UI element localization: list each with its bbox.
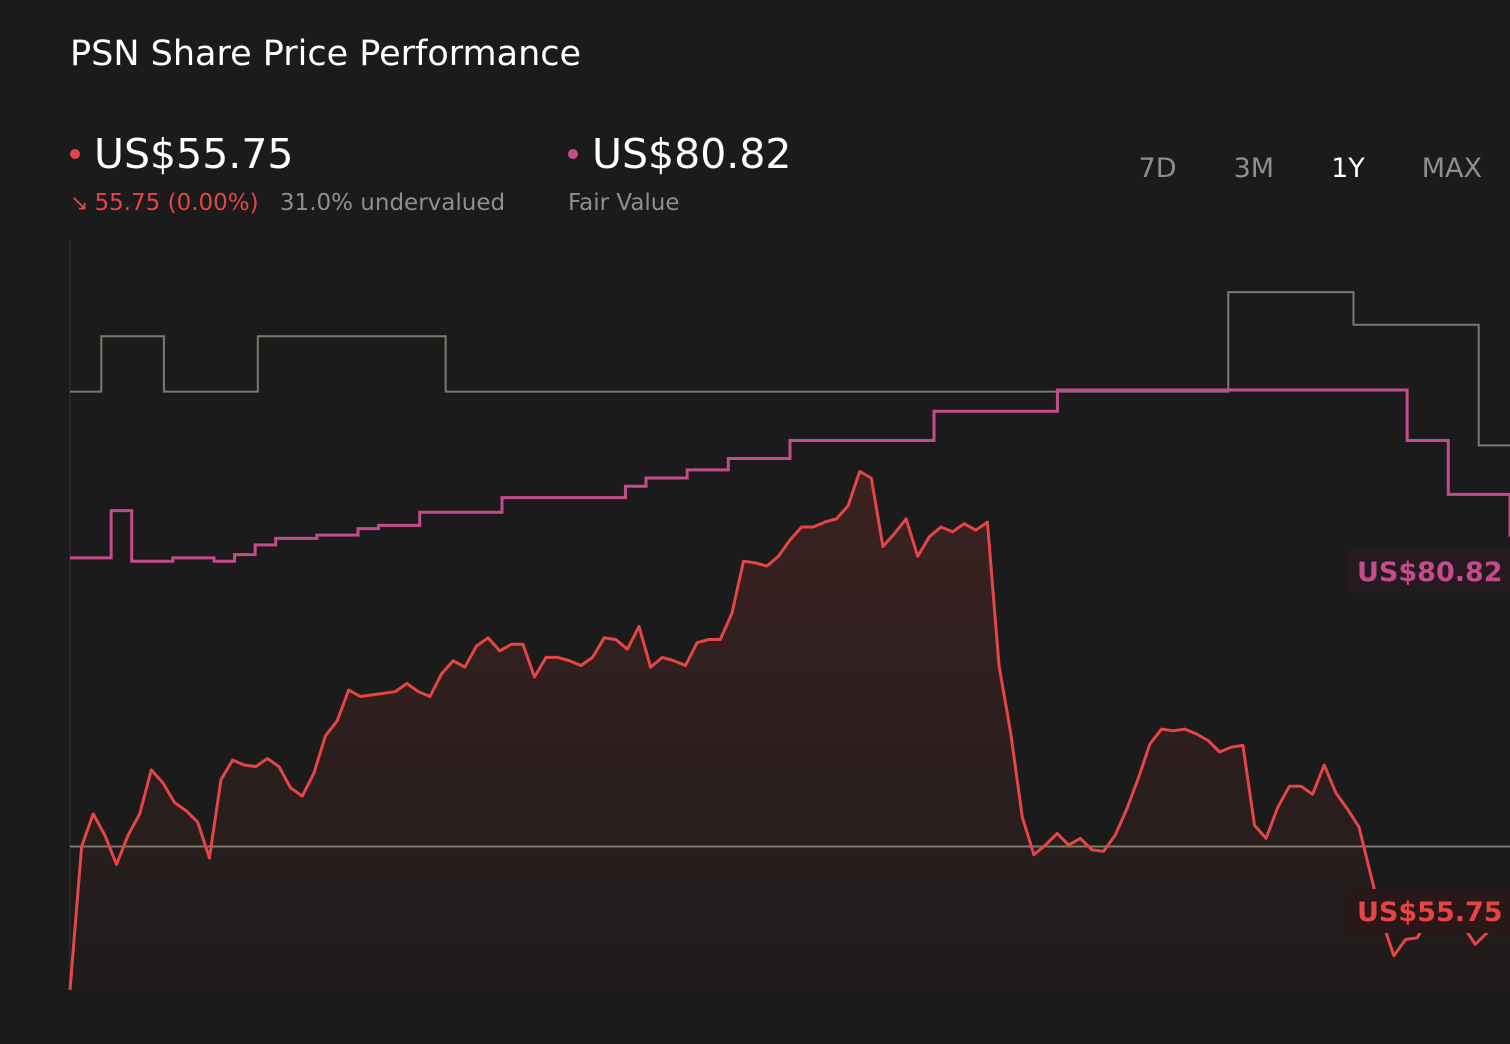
reference-series-line [70,291,1510,447]
chart-title: PSN Share Price Performance [70,34,582,74]
arrow-down-right-icon: ↘ [70,191,89,216]
share-price-series-line [68,470,1510,991]
price-change-value: 55.75 (0.00%) [94,190,259,216]
price-legend-dot [70,149,80,159]
fair-value-end-label: US$80.82 [1346,549,1510,593]
tab-max[interactable]: MAX [1421,153,1482,184]
fair-value-series-line [70,388,1510,563]
current-price-value: US$55.75 [94,130,294,178]
fair-value-block: US$80.82 Fair Value [568,130,792,216]
fair-value-amount: US$80.82 [592,130,792,178]
price-change: ↘ 55.75 (0.00%) [70,190,266,216]
price-subline: ↘ 55.75 (0.00%) 31.0% undervalued [70,190,505,216]
share-price-end-label-bg [1346,889,1510,933]
current-price: US$55.75 [70,130,505,178]
fair-value: US$80.82 [568,130,792,178]
share-price-end-label: US$55.75 [1346,889,1510,933]
range-tabs: 7D 3M 1Y MAX [1082,153,1482,184]
share-price-end-label-text: US$55.75 [1357,897,1503,928]
fair-value-legend-dot [568,149,578,159]
fair-value-end-label-text: US$80.82 [1357,557,1503,588]
fair-value-end-label-bg [1346,549,1510,593]
tab-1y[interactable]: 1Y [1331,153,1365,184]
tab-7d[interactable]: 7D [1138,153,1177,184]
tab-3m[interactable]: 3M [1233,153,1275,184]
share-price-area [70,471,1510,990]
fair-value-label: Fair Value [568,190,680,216]
current-price-block: US$55.75 ↘ 55.75 (0.00%) 31.0% undervalue… [70,130,505,216]
valuation-label: 31.0% undervalued [279,190,506,216]
